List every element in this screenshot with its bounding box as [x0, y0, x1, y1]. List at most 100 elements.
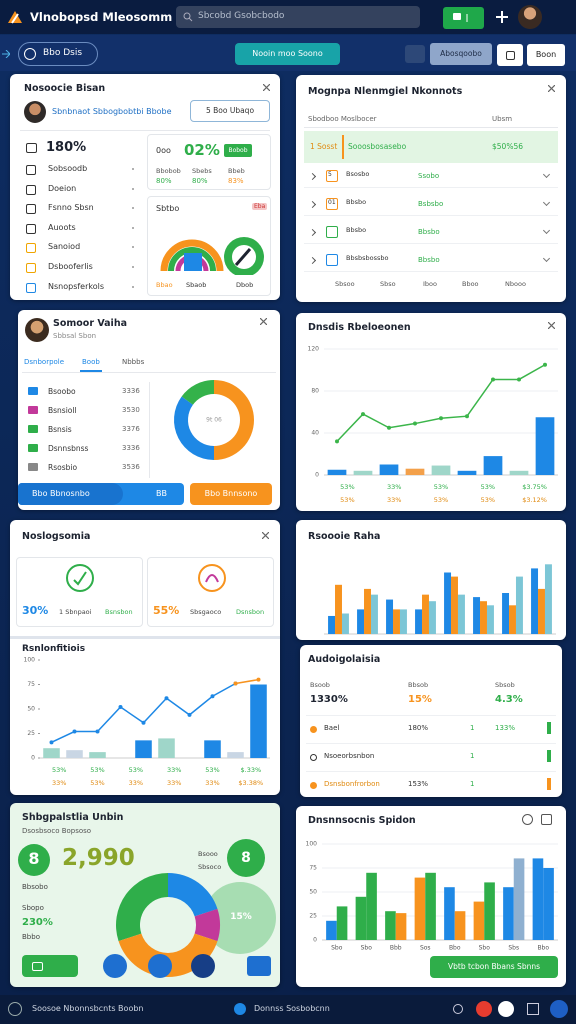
chat-button[interactable] — [443, 7, 484, 29]
add-button[interactable] — [495, 10, 509, 24]
row-icon: 01 — [326, 198, 338, 210]
secondary-button[interactable]: Bbo Bnnsono — [190, 483, 272, 505]
nav-icon[interactable] — [2, 50, 10, 58]
y-tick-label: 120 — [308, 346, 320, 353]
bar — [89, 752, 106, 758]
row-dot — [310, 754, 317, 761]
row-value: 3336 — [122, 387, 140, 395]
icon-button[interactable] — [497, 44, 523, 66]
column-total: 4.3% — [495, 694, 523, 705]
audit-table: Audoigolaisia Bsoob 1330% Bbsob 15% Sbsob 4.3… — [300, 645, 562, 797]
bar — [515, 576, 523, 634]
bar — [484, 882, 495, 940]
icon[interactable] — [453, 1004, 463, 1014]
search-box[interactable]: Sbcobd Gsobcbodo — [176, 6, 420, 28]
avatar — [25, 318, 49, 342]
close-icon[interactable] — [263, 84, 270, 91]
footer-label: 53% — [434, 496, 448, 504]
panel-title: Dnsdis Rbeloeonen — [308, 322, 411, 333]
status-text: Donnss Sosbobcnn — [254, 1004, 330, 1013]
gauge-label: Dbob — [236, 281, 254, 289]
menu-chevron — [132, 168, 134, 170]
slice — [174, 396, 214, 460]
y-tick-label: 75 — [27, 681, 35, 688]
menu-chevron — [132, 246, 134, 249]
row-value: Bsbsbo — [418, 200, 444, 208]
bar — [395, 913, 407, 940]
bar — [535, 417, 555, 475]
icon[interactable] — [541, 814, 552, 825]
icon-button[interactable] — [103, 954, 127, 978]
icon-button[interactable] — [191, 954, 215, 978]
table-title: Mognpa Nlenmgiel Nkonnots — [308, 86, 463, 97]
bar — [509, 605, 516, 634]
icon[interactable] — [476, 1001, 492, 1017]
close-icon[interactable] — [260, 318, 267, 325]
bar — [327, 469, 347, 475]
bar — [486, 605, 494, 634]
row-value: 3530 — [122, 406, 140, 414]
workspace-pill[interactable]: Bbo Dsis — [18, 42, 98, 66]
icon-button[interactable] — [405, 45, 425, 63]
bar — [158, 738, 175, 758]
avatar[interactable] — [518, 5, 542, 29]
action-button[interactable]: 5 Boo Ubaqo — [190, 100, 270, 122]
row-icon: 5 — [326, 170, 338, 182]
icon[interactable] — [550, 1000, 568, 1018]
row-rank: 1 — [470, 724, 475, 732]
secondary-button[interactable]: Abosqoobo — [430, 43, 492, 65]
line-point — [465, 414, 469, 419]
panel-title: Rsoooie Raha — [308, 531, 381, 542]
green-button[interactable] — [22, 955, 78, 977]
legend-item: Sbsoco — [198, 863, 222, 871]
pie-chart — [18, 839, 276, 977]
menu-item: Nsnopsferkols — [48, 281, 105, 291]
bar — [544, 564, 552, 634]
stat-card: 0oo 02% Bobob Bbobob 80% Sbebs 80% Bbeb 83% — [147, 134, 271, 190]
icon[interactable] — [522, 814, 533, 825]
row-icon — [28, 463, 38, 471]
line-point — [387, 425, 391, 430]
icon[interactable] — [527, 1003, 539, 1015]
primary-button[interactable]: Nooin moo Soono — [235, 43, 340, 65]
icon-button[interactable] — [148, 954, 172, 978]
rate: 230% — [22, 917, 53, 928]
icon[interactable] — [498, 1001, 514, 1017]
y-tick-label: 50 — [27, 706, 35, 713]
button-label: Bbo Bbnosnbo — [32, 489, 90, 498]
action-button[interactable]: Vbtb tcbon Bbans Sbnns — [430, 956, 558, 978]
close-icon[interactable] — [548, 322, 555, 329]
primary-button[interactable]: Bbo Bbnosnbo BB — [18, 483, 184, 505]
footer-label: Bboo — [462, 280, 479, 288]
x-tick-label: Sbo — [479, 945, 491, 952]
row-chevron — [542, 254, 551, 263]
line-point — [72, 729, 77, 734]
row-divider — [306, 771, 556, 772]
rate-label: Sbopo — [22, 904, 44, 912]
bar — [335, 584, 342, 634]
y-tick-label: 0 — [31, 755, 35, 762]
logo — [8, 11, 22, 24]
action-button[interactable]: Boon — [527, 44, 565, 66]
total-label: Bbsobo — [22, 883, 48, 891]
panel-title: Dnsnnsocnis Spidon — [308, 815, 416, 826]
close-icon[interactable] — [262, 532, 269, 539]
close-icon[interactable] — [548, 85, 555, 92]
y-tick-label: 25 — [27, 730, 35, 737]
y-tick-label: 100 — [24, 657, 36, 664]
combo-chart: 0 40 80 120 53% 33% 53% 53% $3.75% 53% 33% 53% 53% $3… — [308, 346, 558, 504]
row-divider — [304, 215, 558, 216]
x-tick-label: Bbo — [449, 945, 461, 952]
column-header: Ubsm — [492, 115, 513, 123]
row-name: Rsosbio — [48, 463, 78, 472]
stat-label: 0oo — [156, 146, 171, 155]
ratio-panel: Rsoooie Raha — [296, 520, 566, 640]
line — [336, 364, 546, 442]
row-chevron — [542, 198, 551, 207]
tab: Dsnborpole — [24, 358, 65, 366]
search-placeholder: Sbcobd Gsobcbodo — [198, 11, 285, 21]
kpi-label: 1 Sbnpaoi — [59, 608, 92, 616]
donut-center: 9t 06 — [206, 417, 222, 424]
icon-button[interactable] — [247, 956, 271, 976]
row-icon — [28, 425, 38, 433]
